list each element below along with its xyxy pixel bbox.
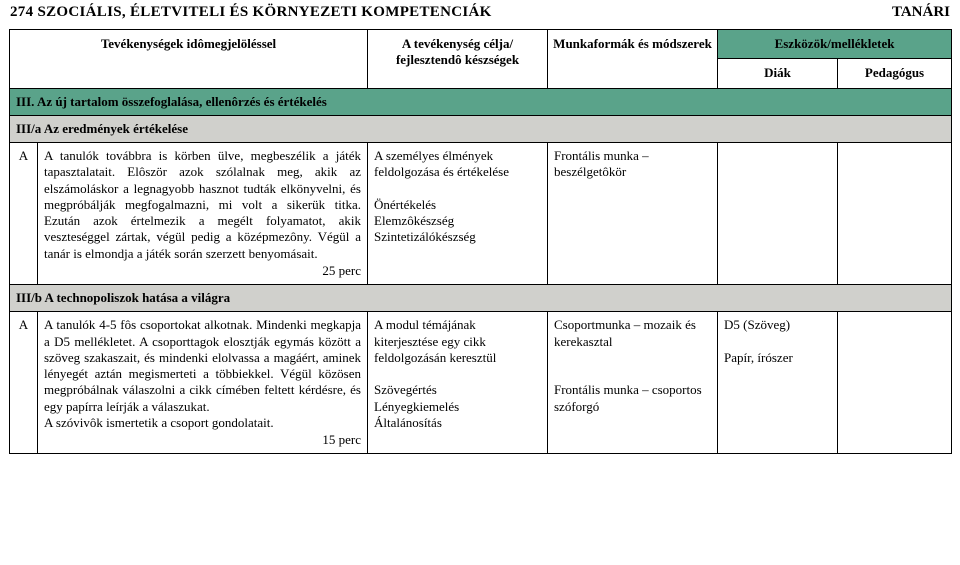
th-ped: Pedagógus: [838, 59, 952, 88]
header-left: 274 SZOCIÁLIS, ÉLETVITELI ÉS KÖRNYEZETI …: [10, 4, 492, 21]
table-row: A A tanulók 4-5 fôs csoportokat alkotnak…: [10, 312, 952, 454]
page-number: 274: [10, 4, 33, 20]
row-ped: [838, 312, 952, 454]
section-label-iiib: III/b A technopoliszok hatása a világra: [10, 285, 952, 312]
row-code: A: [10, 143, 38, 285]
header-title: SZOCIÁLIS, ÉLETVITELI ÉS KÖRNYEZETI KOMP…: [37, 4, 491, 20]
activity-text: A tanulók 4-5 fôs csoportokat alkotnak. …: [44, 317, 361, 430]
row-activity: A tanulók továbbra is körben ülve, megbe…: [38, 143, 368, 285]
row-diak: D5 (Szöveg) Papír, írószer: [718, 312, 838, 454]
page-header: 274 SZOCIÁLIS, ÉLETVITELI ÉS KÖRNYEZETI …: [0, 0, 960, 29]
table-row: A A tanulók továbbra is körben ülve, meg…: [10, 143, 952, 285]
table-head-row1: Tevékenységek idômegjelöléssel A tevéken…: [10, 30, 952, 59]
section-row-iiib: III/b A technopoliszok hatása a világra: [10, 285, 952, 312]
row-dev: A személyes élmények feldolgozása és ért…: [368, 143, 548, 285]
row-ped: [838, 143, 952, 285]
th-activity: Tevékenységek idômegjelöléssel: [10, 30, 368, 89]
row-activity: A tanulók 4-5 fôs csoportokat alkotnak. …: [38, 312, 368, 454]
section-row-iiia: III/a Az eredmények értékelése: [10, 115, 952, 142]
row-code: A: [10, 312, 38, 454]
th-tools: Eszközök/mellékletek: [718, 30, 952, 59]
activity-time: 25 perc: [44, 263, 361, 279]
lesson-table: Tevékenységek idômegjelöléssel A tevéken…: [9, 29, 952, 454]
section-label-iiia: III/a Az eredmények értékelése: [10, 115, 952, 142]
section-row-iii: III. Az új tartalom összefoglalása, elle…: [10, 88, 952, 115]
row-diak: [718, 143, 838, 285]
header-role: TANÁRI: [892, 4, 950, 21]
row-mf: Frontális munka – beszélgetôkör: [548, 143, 718, 285]
th-dev: A tevékenység célja/ fejlesztendô készsé…: [368, 30, 548, 89]
row-dev: A modul témájának kiterjesztése egy cikk…: [368, 312, 548, 454]
th-mf: Munkaformák és módszerek: [548, 30, 718, 89]
section-label-iii: III. Az új tartalom összefoglalása, elle…: [10, 88, 952, 115]
activity-time: 15 perc: [44, 432, 361, 448]
th-diak: Diák: [718, 59, 838, 88]
activity-text: A tanulók továbbra is körben ülve, megbe…: [44, 148, 361, 261]
row-mf: Csoportmunka – mozaik és kerekasztal Fro…: [548, 312, 718, 454]
